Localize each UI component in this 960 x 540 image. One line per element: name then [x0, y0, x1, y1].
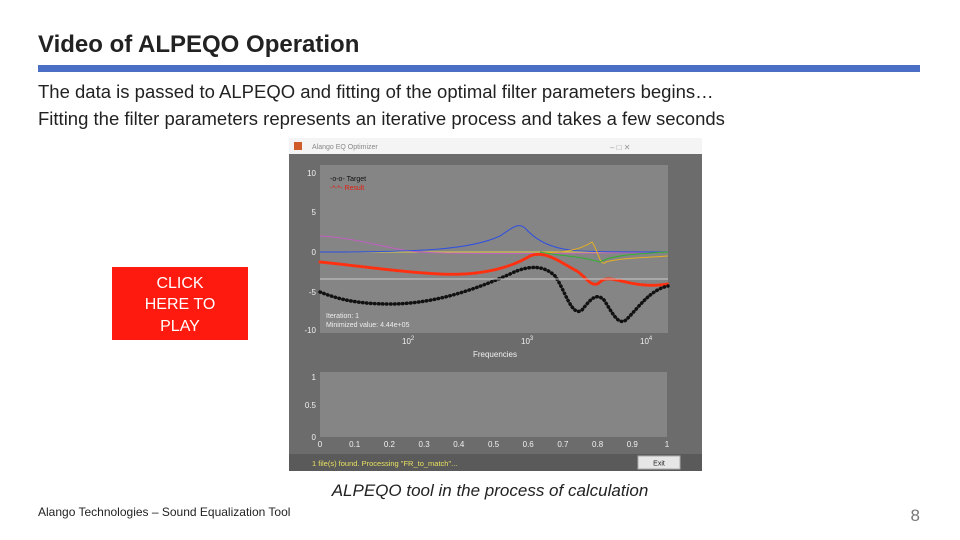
body-line: The data is passed to ALPEQO and fitting… [38, 81, 714, 102]
title: Video of ALPEQO Operation [38, 31, 359, 58]
status-bar [289, 454, 702, 471]
body-line: Fitting the filter parameters represents… [38, 108, 725, 129]
x-tick-label: 1 [665, 440, 670, 449]
title-bar [289, 138, 702, 154]
x-tick-label: 0.8 [592, 440, 604, 449]
x-tick-label: 0.2 [384, 440, 396, 449]
window-title: Alango EQ Optimizer [312, 144, 378, 151]
title-bar [38, 65, 920, 72]
x-tick-label: 102 [402, 336, 415, 346]
x-tick-label: 104 [640, 336, 653, 346]
curve [319, 225, 669, 253]
x-tick-label: 0.1 [349, 440, 361, 449]
play-label[interactable]: CLICK [156, 275, 203, 292]
app-icon [294, 142, 302, 150]
progress-axes [320, 372, 667, 437]
y-tick-label: -5 [309, 288, 317, 297]
play-bg[interactable] [112, 267, 248, 340]
x-tick-label: 0.5 [488, 440, 500, 449]
exit-button[interactable] [637, 455, 681, 470]
y-tick-label: 1 [312, 373, 317, 382]
legend-entry: -*-*- Result [330, 185, 364, 192]
video-window[interactable]: Alango EQ Optimizer – □ ✕ -o-o- Target -… [289, 138, 702, 471]
axes [320, 165, 668, 333]
x-tick-label: 0 [318, 440, 323, 449]
y-tick-label: 5 [312, 208, 317, 217]
y-tick-label: 0.5 [305, 401, 317, 410]
result-curve [318, 253, 670, 287]
x-tick-label: 0.6 [523, 440, 535, 449]
page-number: 8 [911, 506, 920, 525]
play-label[interactable]: HERE TO [145, 296, 216, 313]
play-label[interactable]: PLAY [160, 318, 200, 335]
y-tick-label: 10 [307, 169, 316, 178]
curve [319, 235, 669, 254]
iteration-info: Minimized value: 4.44e+05 [326, 322, 410, 329]
y-tick-label: 0 [312, 248, 317, 257]
caption: ALPEQO tool in the process of calculatio… [331, 481, 649, 500]
x-tick-label: 0.4 [453, 440, 465, 449]
x-label: Frequencies [473, 350, 517, 359]
x-tick-label: 103 [521, 336, 534, 346]
x-tick-label: 0.9 [627, 440, 639, 449]
progress-ticks: 1 0.5 0 0 0.1 0.2 0.3 0.4 0.5 0.6 0.7 0.8 0.9 1 [305, 373, 670, 449]
y-tick-label: -10 [304, 326, 316, 335]
y-tick-label: 0 [312, 433, 317, 442]
footer: Alango Technologies – Sound Equalization… [38, 505, 290, 519]
x-tick-label: 0.7 [557, 440, 569, 449]
legend-entry: -o-o- Target [330, 176, 366, 183]
curve [539, 241, 669, 264]
exit-label[interactable]: Exit [653, 461, 665, 468]
x-tick-label: 0.3 [419, 440, 431, 449]
status-text: 1 file(s) found. Processing "FR_to_match… [312, 459, 457, 468]
play-button[interactable]: CLICK HERE TO PLAY [112, 267, 248, 340]
iteration-info: Iteration: 1 [326, 313, 359, 320]
target-curve [318, 265, 670, 324]
window-controls: – □ ✕ [610, 143, 630, 152]
curve [539, 251, 669, 263]
